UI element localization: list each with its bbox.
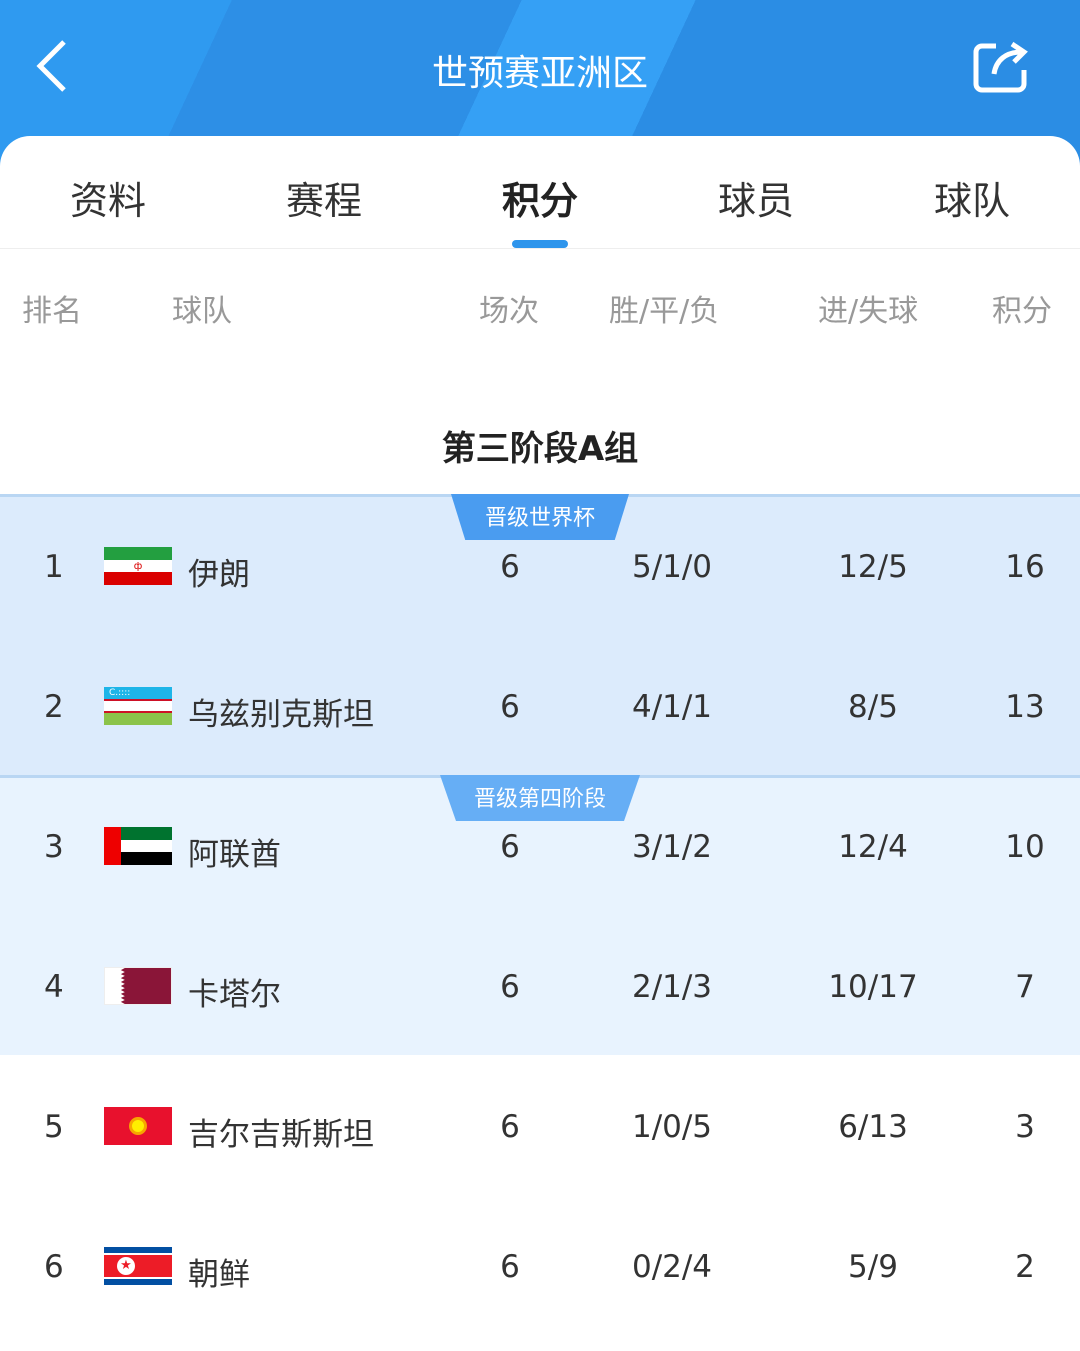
points: 3 [1015, 1109, 1035, 1145]
team-name[interactable]: 阿联酋 [188, 837, 281, 873]
points: 2 [1015, 1249, 1035, 1285]
played: 6 [500, 549, 520, 585]
win-draw-loss: 4/1/1 [631, 689, 713, 725]
tab-bar: 资料 赛程 积分 球员 球队 [0, 136, 1080, 249]
points: 13 [1005, 689, 1045, 725]
goals: 10/17 [828, 969, 918, 1005]
zone-fourth-round: 晋级第四阶段 [0, 775, 1080, 1055]
goals: 6/13 [838, 1109, 908, 1145]
win-draw-loss: 0/2/4 [631, 1249, 713, 1285]
north-korea-flag-icon: ★ [104, 1247, 172, 1285]
tab-standings[interactable]: 积分 [501, 179, 578, 223]
tab-info[interactable]: 资料 [69, 179, 146, 223]
kyrgyzstan-flag-icon [104, 1107, 172, 1145]
table-row[interactable]: 3 阿联酋 6 3/1/2 12/4 10 [0, 777, 1080, 917]
rank: 2 [44, 689, 64, 725]
rank: 1 [44, 549, 64, 585]
rank: 6 [44, 1249, 64, 1285]
zone-badge: 晋级世界杯 [450, 494, 630, 540]
played: 6 [500, 1249, 520, 1285]
goals: 8/5 [848, 689, 898, 725]
table-row[interactable]: 4 卡塔尔 6 2/1/3 10/17 7 [0, 917, 1080, 1057]
active-tab-indicator [512, 240, 568, 248]
table-row[interactable]: 2 C.:::: 乌兹别克斯坦 6 4/1/1 8/5 13 [0, 637, 1080, 777]
points: 7 [1015, 969, 1035, 1005]
team-name[interactable]: 伊朗 [188, 557, 250, 593]
goals: 12/5 [838, 549, 908, 585]
points: 16 [1005, 549, 1045, 585]
zone-badge: 晋级第四阶段 [439, 775, 641, 821]
goals: 12/4 [838, 829, 908, 865]
table-row[interactable]: 5 吉尔吉斯斯坦 6 1/0/5 6/13 3 [0, 1057, 1080, 1197]
uzbekistan-flag-icon: C.:::: [104, 687, 172, 725]
rank: 3 [44, 829, 64, 865]
col-goals: 进/失球 [818, 294, 919, 329]
col-wdl: 胜/平/负 [609, 294, 720, 329]
win-draw-loss: 5/1/0 [631, 549, 713, 585]
col-rank: 排名 [22, 294, 82, 329]
rank: 5 [44, 1109, 64, 1145]
win-draw-loss: 2/1/3 [631, 969, 713, 1005]
points: 10 [1005, 829, 1045, 865]
col-team: 球队 [172, 294, 232, 329]
team-name[interactable]: 朝鲜 [188, 1257, 250, 1293]
team-name[interactable]: 乌兹别克斯坦 [188, 697, 374, 733]
share-icon[interactable] [972, 40, 1030, 94]
tab-players[interactable]: 球员 [717, 179, 794, 223]
goals: 5/9 [848, 1249, 898, 1285]
iran-flag-icon: ф [104, 547, 172, 585]
win-draw-loss: 1/0/5 [631, 1109, 713, 1145]
rank: 4 [44, 969, 64, 1005]
win-draw-loss: 3/1/2 [631, 829, 713, 865]
table-row[interactable]: 1 ф 伊朗 6 5/1/0 12/5 16 [0, 497, 1080, 637]
table-row[interactable]: 6 ★ 朝鲜 6 0/2/4 5/9 2 [0, 1197, 1080, 1337]
tab-teams[interactable]: 球队 [933, 179, 1010, 223]
chevron-left-icon[interactable] [30, 38, 80, 94]
played: 6 [500, 1109, 520, 1145]
played: 6 [500, 689, 520, 725]
page-title: 世预赛亚洲区 [431, 53, 648, 94]
qatar-flag-icon [104, 967, 172, 1005]
played: 6 [500, 829, 520, 865]
col-points: 积分 [992, 294, 1052, 329]
col-played: 场次 [479, 294, 539, 329]
content-card: 资料 赛程 积分 球员 球队 排名 球队 场次 胜/平/负 进/失球 积分 第三… [0, 136, 1080, 1351]
played: 6 [500, 969, 520, 1005]
uae-flag-icon [104, 827, 172, 865]
team-name[interactable]: 吉尔吉斯斯坦 [188, 1117, 374, 1153]
group-title: 第三阶段A组 [441, 429, 639, 469]
zone-world-cup: 晋级世界杯 [0, 494, 1080, 775]
team-name[interactable]: 卡塔尔 [188, 977, 281, 1013]
tab-schedule[interactable]: 赛程 [285, 179, 362, 223]
